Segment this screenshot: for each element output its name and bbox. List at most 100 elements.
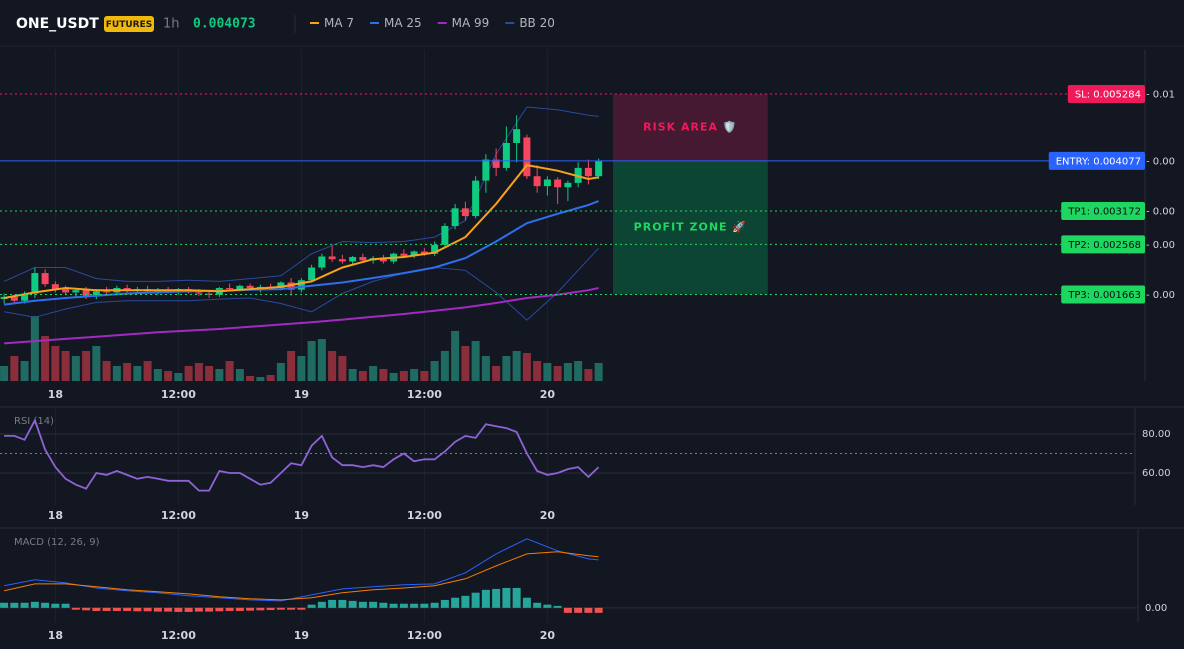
histogram-bar <box>574 607 583 613</box>
candle-body <box>554 179 562 188</box>
candle-body <box>359 257 367 261</box>
volume-bar <box>41 336 50 381</box>
histogram-bar <box>369 601 378 608</box>
candle-body <box>492 159 500 168</box>
histogram-bar <box>502 587 511 608</box>
x-tick-label: 18 <box>48 629 63 642</box>
histogram-bar <box>471 592 480 608</box>
volume-bar <box>0 366 9 381</box>
level-pnl: - 0.00 <box>1146 206 1175 217</box>
y-tick-label: 60.00 <box>1142 468 1171 479</box>
volume-bar <box>492 366 501 381</box>
histogram-bar <box>338 599 347 608</box>
candle-body <box>533 176 541 187</box>
legend-label: MA 25 <box>384 16 422 30</box>
volume-bar <box>51 346 60 381</box>
histogram-bar <box>266 607 275 611</box>
histogram-bar <box>287 607 296 610</box>
volume-bar <box>71 356 80 381</box>
candle-body <box>543 179 551 187</box>
histogram-bar <box>92 607 101 611</box>
histogram-bar <box>348 600 357 608</box>
last-price: 0.004073 <box>193 17 256 32</box>
candle-body <box>195 292 203 294</box>
volume-bar <box>358 371 367 381</box>
candle-body <box>41 273 49 285</box>
candle-body <box>379 258 387 262</box>
zone <box>612 94 768 161</box>
volume-bar <box>82 351 91 381</box>
histogram-bar <box>307 604 316 608</box>
zone-label: RISK AREA 🛡️ <box>643 120 737 133</box>
volume-bar <box>502 356 511 381</box>
volume-bar <box>574 361 583 381</box>
histogram-bar <box>481 589 490 608</box>
volume-bar <box>287 351 296 381</box>
candle-body <box>564 182 572 188</box>
volume-bar <box>543 363 552 381</box>
histogram-bar <box>451 597 460 608</box>
level-label-bg <box>1061 285 1145 304</box>
candle-body <box>21 293 29 301</box>
legend-label: MA 99 <box>452 16 490 30</box>
interval: 1h <box>163 17 180 32</box>
histogram-bar <box>164 607 173 612</box>
histogram-bar <box>563 607 572 613</box>
candle-body <box>349 257 357 262</box>
x-tick-label: 12:00 <box>161 509 196 522</box>
zone-label: PROFIT ZONE 🚀 <box>634 221 747 234</box>
candle-body <box>62 289 70 293</box>
candle-body <box>328 256 336 260</box>
x-tick-label: 12:00 <box>407 388 442 401</box>
level-label: TP1: 0.003172 <box>1067 206 1141 217</box>
histogram-bar <box>440 599 449 608</box>
histogram-bar <box>389 603 398 608</box>
level-label-bg <box>1048 151 1145 170</box>
candle-body <box>461 208 469 217</box>
histogram-bar <box>328 599 337 608</box>
volume-bar <box>30 316 39 381</box>
x-tick-label: 20 <box>540 509 556 522</box>
indicator-line <box>4 418 600 492</box>
y-tick-label: 0.00 <box>1145 603 1167 614</box>
candle-body <box>482 159 490 181</box>
volume-bar <box>389 373 398 381</box>
x-tick-label: 18 <box>48 509 63 522</box>
volume-bar <box>194 363 203 381</box>
level-pnl: - 0.01 <box>1146 90 1175 101</box>
bb-lower <box>4 247 599 321</box>
volume-bar <box>410 369 419 381</box>
histogram-bar <box>61 603 70 608</box>
candle-body <box>246 285 254 289</box>
candle-body <box>318 256 326 268</box>
volume-bar <box>112 366 121 381</box>
level-label: TP2: 0.002568 <box>1067 240 1141 251</box>
volume-bar <box>164 371 173 381</box>
volume-bar <box>61 351 70 381</box>
candle-body <box>51 284 59 290</box>
volume-bar <box>266 375 275 381</box>
candle-body <box>103 291 111 293</box>
volume-bar <box>584 369 593 381</box>
macd-line <box>4 538 599 602</box>
volume-bar <box>123 363 132 381</box>
candle-body <box>82 290 90 297</box>
level-pnl: - 0.00 <box>1146 290 1175 301</box>
volume-bar <box>512 351 521 381</box>
histogram-bar <box>133 607 142 612</box>
legend: MA 7 MA 25 MA 99 BB 20 <box>310 16 555 30</box>
histogram-bar <box>246 607 255 611</box>
volume-bar <box>328 351 337 381</box>
histogram-bar <box>123 607 132 611</box>
histogram-bar <box>51 603 60 608</box>
histogram-bar <box>20 602 29 608</box>
level-label-bg <box>1061 235 1145 254</box>
volume-bar <box>256 377 265 381</box>
panel-title: MACD (12, 26, 9) <box>14 537 100 548</box>
badge-bg <box>104 16 154 32</box>
volume-bar <box>92 346 101 381</box>
x-tick-label: 12:00 <box>161 629 196 642</box>
histogram-bar <box>461 595 470 608</box>
volume-bar <box>317 339 326 381</box>
volume-bar <box>184 366 193 381</box>
